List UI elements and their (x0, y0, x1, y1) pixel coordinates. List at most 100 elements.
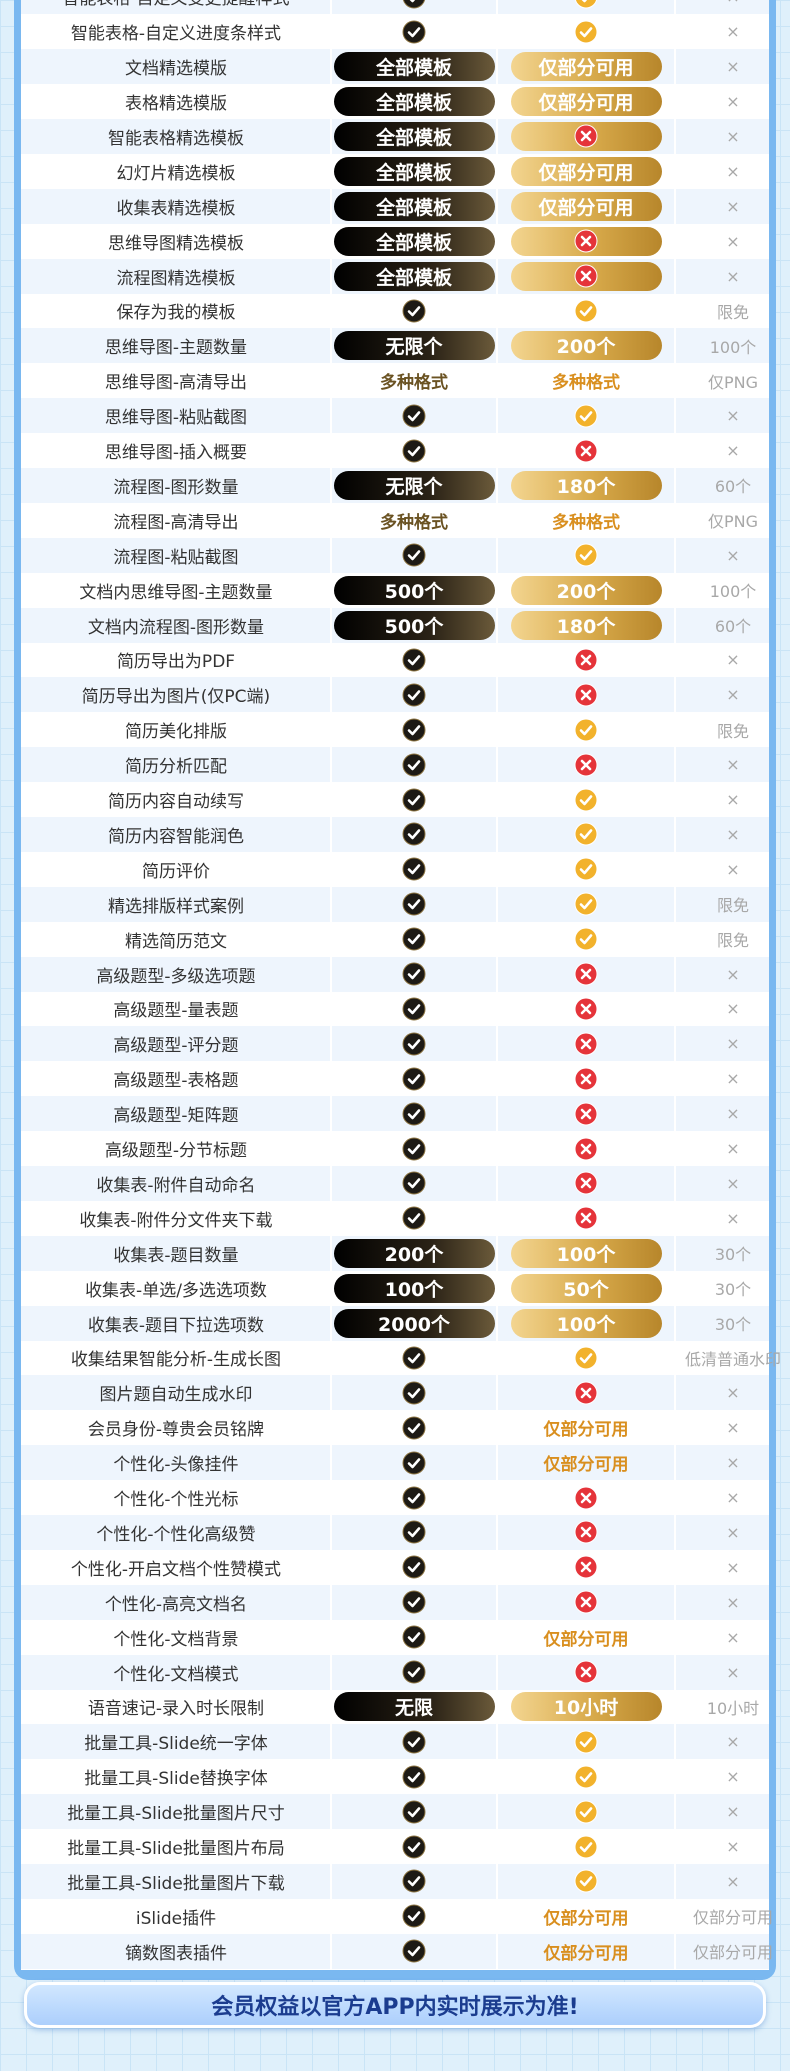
value-cell: × (675, 957, 790, 992)
column-separator (330, 1759, 332, 1795)
feature-label: 收集表-题目下拉选项数 (87, 1315, 265, 1336)
value-cell: 全部模板 (331, 189, 497, 224)
column-separator (330, 1026, 332, 1062)
column-separator (674, 991, 676, 1027)
column-separator (330, 1933, 332, 1969)
cell-text: × (726, 790, 740, 810)
check-icon (402, 1171, 426, 1195)
feature-label: 简历导出为图片(仅PC端) (81, 687, 271, 708)
cell-text: × (726, 650, 740, 670)
check-icon (402, 1067, 426, 1091)
column-separator (674, 1829, 676, 1865)
cell-text: × (726, 1069, 740, 1089)
column-separator (674, 782, 676, 818)
column-separator (674, 153, 676, 189)
table-row: 思维导图精选模板 全部模板 × (21, 223, 769, 259)
feature-label: 收集表-附件自动命名 (96, 1175, 256, 1196)
feature-label: 收集表精选模板 (116, 198, 236, 219)
cell-text: 200个 (384, 1243, 444, 1266)
table-row: 思维导图-高清导出 多种格式 多种格式 仅PNG (21, 363, 769, 399)
column-separator (496, 398, 498, 434)
value-cell: × (675, 1201, 790, 1236)
value-cell (497, 0, 675, 14)
column-separator (674, 363, 676, 399)
column-separator (330, 188, 332, 224)
column-separator (496, 1794, 498, 1830)
table-row: 文档精选模版 全部模板 仅部分可用 × (21, 49, 769, 85)
column-separator (496, 642, 498, 678)
value-cell (497, 1655, 675, 1690)
column-separator (674, 1270, 676, 1306)
column-separator (674, 886, 676, 922)
column-separator (496, 328, 498, 364)
value-cell: × (675, 782, 790, 817)
check-gold-icon (574, 543, 598, 567)
check-icon (402, 1486, 426, 1510)
check-gold-icon (574, 788, 598, 812)
value-cell: 全部模板 (331, 154, 497, 189)
column-separator (496, 467, 498, 503)
value-cell (497, 642, 675, 677)
column-separator (330, 1619, 332, 1655)
value-cell (497, 14, 675, 49)
cell-text: 无限个 (385, 475, 443, 498)
column-separator (674, 1619, 676, 1655)
column-separator (496, 1340, 498, 1376)
value-cell: 全部模板 (331, 119, 497, 154)
column-separator (674, 1863, 676, 1899)
cell-text: 全部模板 (375, 196, 452, 219)
value-cell (497, 922, 675, 957)
dark-pill: 无限个 (333, 331, 495, 361)
column-separator (674, 1061, 676, 1097)
column-separator (674, 398, 676, 434)
cell-text: 200个 (556, 580, 616, 603)
cell-text: 限免 (716, 302, 749, 322)
check-gold-icon (574, 718, 598, 742)
cell-text: 无限个 (385, 336, 443, 359)
cell-text: 无限 (394, 1697, 433, 1720)
table-row: 批量工具-Slide批量图片尺寸 × (21, 1794, 769, 1830)
cross-icon (574, 1660, 598, 1684)
table-row: 批量工具-Slide批量图片布局 × (21, 1829, 769, 1865)
column-separator (496, 84, 498, 120)
column-separator (330, 1270, 332, 1306)
table-row: 批量工具-Slide统一字体 × (21, 1724, 769, 1760)
value-cell: 限免 (675, 712, 790, 747)
column-separator (330, 537, 332, 573)
cell-text: 仅部分可用 (538, 92, 634, 115)
value-cell: × (675, 189, 790, 224)
value-cell (331, 1759, 497, 1794)
cell-text: × (726, 1837, 740, 1857)
value-cell: 无限 (331, 1689, 497, 1724)
value-cell: 全部模板 (331, 84, 497, 119)
check-gold-icon (574, 1800, 598, 1824)
cell-text: × (726, 1662, 740, 1682)
value-cell (331, 782, 497, 817)
table-row: 精选排版样式案例 限免 (21, 886, 769, 922)
value-cell (331, 887, 497, 922)
value-cell: 180个 (497, 608, 675, 643)
value-cell: 200个 (497, 573, 675, 608)
table-row: 文档内思维导图-主题数量 500个 200个 100个 (21, 572, 769, 608)
column-separator (330, 1514, 332, 1550)
check-icon (402, 648, 426, 672)
gold-pill: 50个 (510, 1273, 662, 1303)
value-cell (497, 1026, 675, 1061)
value-cell (331, 1375, 497, 1410)
feature-label: 精选排版样式案例 (108, 896, 244, 917)
column-separator (330, 1131, 332, 1167)
cell-text: 多种格式 (380, 373, 448, 394)
cell-text: 全部模板 (375, 231, 452, 254)
column-separator (496, 1898, 498, 1934)
column-separator (674, 747, 676, 783)
table-row: 个性化-个性化高级赞 × (21, 1514, 769, 1550)
feature-label: 批量工具-Slide批量图片下载 (67, 1873, 285, 1894)
cell-text: 500个 (384, 615, 444, 638)
value-cell (497, 712, 675, 747)
check-icon (402, 1765, 426, 1789)
cross-icon (574, 229, 598, 253)
cross-icon (574, 1032, 598, 1056)
value-cell (331, 1131, 497, 1166)
table-row: 简历内容智能润色 × (21, 816, 769, 852)
value-cell: × (675, 1724, 790, 1759)
